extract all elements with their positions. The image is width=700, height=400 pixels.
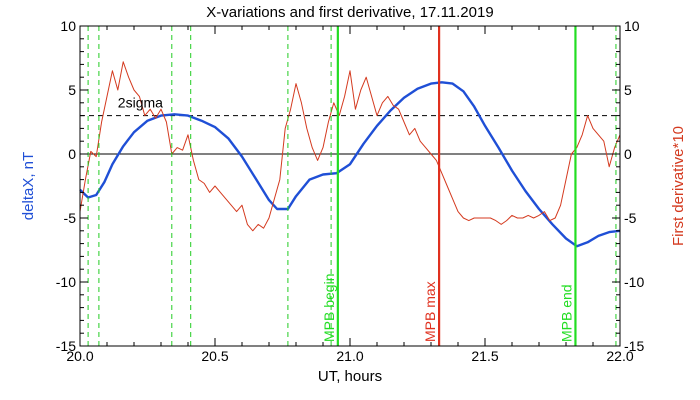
x-tick-label: 21.0 <box>336 348 363 364</box>
y-right-tick-label: 5 <box>624 82 632 98</box>
event-marker-label: MPB end <box>558 284 574 342</box>
threshold-label: 2sigma <box>118 95 163 111</box>
event-marker-label: MPB max <box>422 281 438 342</box>
x-tick-label: 20.5 <box>201 348 228 364</box>
y-axis-title-right: First derivative*10 <box>670 126 687 246</box>
y-left-tick-label: -10 <box>56 274 76 290</box>
y-right-tick-label: -5 <box>624 210 637 226</box>
y-left-tick-label: 0 <box>68 146 76 162</box>
x-tick-label: 20.0 <box>66 348 93 364</box>
tick-layer: 20.0 20.5 21.0 21.5 22.0 10 10 5 5 0 0 -5 -5 -10 -10 -1… <box>56 18 645 364</box>
marker-layer: MPB begin MPB max MPB end <box>87 26 617 346</box>
y-right-tick-label: -15 <box>624 338 644 354</box>
y-axis-title-left: deltaX, nT <box>20 152 37 220</box>
y-right-tick-label: -10 <box>624 274 644 290</box>
event-marker-label: MPB begin <box>321 274 337 342</box>
y-left-tick-label: 5 <box>68 82 76 98</box>
chart-title: X-variations and first derivative, 17.11… <box>206 4 493 21</box>
series-layer <box>79 61 621 248</box>
x-tick-label: 22.0 <box>606 348 633 364</box>
y-left-tick-label: -15 <box>56 338 76 354</box>
y-right-tick-label: 10 <box>624 18 640 34</box>
derivative-series-line <box>79 61 621 232</box>
deltax-series-line <box>79 81 621 248</box>
reference-lines <box>80 115 620 155</box>
y-left-tick-label: -5 <box>64 210 77 226</box>
x-tick-label: 21.5 <box>471 348 498 364</box>
x-axis-title: UT, hours <box>318 368 382 385</box>
y-left-tick-label: 10 <box>60 18 76 34</box>
y-right-tick-label: 0 <box>624 146 632 162</box>
